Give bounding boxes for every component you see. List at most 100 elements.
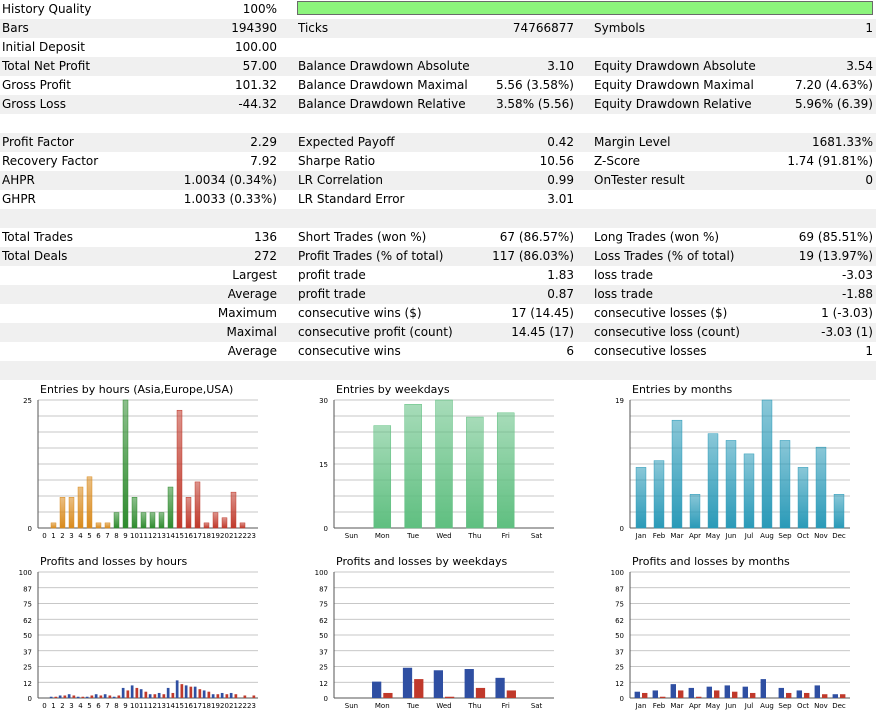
history-quality-value: 100% (242, 2, 277, 16)
stats-row: Profit Factor 2.29 Expected Payoff 0.42 Marg… (0, 133, 876, 152)
stats-row: Total Net Profit 57.00 Balance Drawdown Ab… (0, 57, 876, 76)
x-tick-label: Apr (689, 532, 701, 540)
stats-row: Average consecutive wins 6 consecutive loss… (0, 342, 876, 361)
stat-label: GHPR (2, 192, 36, 206)
stat-value (420, 114, 574, 133)
chart-title: Entries by hours (Asia,Europe,USA) (40, 383, 234, 396)
stat-value: 74766877 (512, 21, 574, 35)
x-tick-label: Mar (670, 702, 683, 710)
loss-bar (72, 695, 76, 698)
bar (212, 512, 219, 529)
y-tick-label: 12 (615, 680, 624, 688)
stat-label: Recovery Factor (2, 154, 99, 168)
x-tick-label: 9 (123, 532, 127, 540)
profit-bar (229, 692, 233, 698)
stat-value: 3.58% (5.56) (495, 97, 574, 111)
stat-label: Total Deals (2, 249, 68, 263)
x-tick-label: 6 (96, 702, 101, 710)
bar (435, 399, 453, 529)
loss-bar (225, 694, 229, 698)
stat-label: loss trade (594, 268, 653, 282)
x-tick-label: Jun (725, 532, 737, 540)
bar (140, 512, 147, 529)
stat-value: 1681.33% (811, 135, 873, 149)
stat-label: consecutive wins (298, 344, 401, 358)
stats-row: Maximal consecutive profit (count) 14.45 (… (0, 323, 876, 342)
stat-value: 57.00 (242, 59, 277, 73)
stats-row: Total Deals 272 Profit Trades (% of total)… (0, 247, 876, 266)
loss-bar (81, 696, 85, 698)
profit-bar (433, 670, 443, 698)
x-tick-label: 14 (166, 702, 175, 710)
stat-label: Profit Trades (% of total) (298, 249, 444, 263)
profit-bar (121, 687, 125, 698)
stats-row: Maximum consecutive wins ($) 17 (14.45) con… (0, 304, 876, 323)
x-tick-label: 17 (193, 702, 202, 710)
stat-value: 136 (254, 230, 277, 244)
stats-row (0, 209, 876, 228)
stat-label: Margin Level (594, 135, 671, 149)
loss-bar (714, 690, 720, 698)
stat-value: 1.0033 (0.33%) (183, 192, 277, 206)
y-tick-label: 87 (23, 585, 32, 593)
x-tick-label: 11 (139, 532, 148, 540)
stat-label: Equity Drawdown Maximal (594, 78, 754, 92)
stat-value: Maximal (226, 325, 277, 339)
bar (149, 512, 156, 529)
stat-value (420, 38, 574, 57)
x-tick-label: Jan (635, 532, 647, 540)
y-tick-label: 37 (319, 648, 328, 656)
x-tick-label: 21 (229, 532, 238, 540)
x-tick-label: Oct (797, 702, 809, 710)
chart-title: Entries by months (632, 383, 733, 396)
stat-value: 2.29 (250, 135, 277, 149)
x-tick-label: 23 (247, 702, 256, 710)
bar (95, 522, 102, 529)
x-tick-label: Mar (670, 532, 683, 540)
stat-label: Balance Drawdown Relative (298, 97, 466, 111)
stat-label: loss trade (594, 287, 653, 301)
chart-title: Profits and losses by hours (40, 555, 188, 568)
profit-bar (402, 667, 413, 698)
x-tick-label: 9 (123, 702, 127, 710)
bar (653, 460, 665, 529)
loss-bar (445, 696, 455, 698)
loss-bar (162, 694, 166, 698)
x-tick-label: 19 (211, 702, 220, 710)
bar (185, 497, 192, 529)
x-tick-label: 4 (78, 702, 83, 710)
x-tick-label: Tue (406, 532, 419, 540)
loss-bar (786, 692, 792, 698)
loss-bar (180, 684, 184, 698)
stat-value: 3.01 (547, 192, 574, 206)
x-tick-label: 21 (229, 702, 238, 710)
stat-value: 5.96% (6.39) (794, 97, 873, 111)
loss-bar (126, 690, 130, 698)
bar (104, 522, 111, 529)
x-tick-label: May (706, 532, 720, 540)
bar (743, 453, 755, 529)
x-tick-label: Sat (531, 532, 543, 540)
x-tick-label: 3 (69, 702, 73, 710)
stat-value: 1.74 (91.81%) (787, 154, 873, 168)
profit-bar (193, 686, 197, 698)
stats-row: Total Trades 136 Short Trades (won %) 67 (8… (0, 228, 876, 247)
x-tick-label: 16 (184, 702, 193, 710)
loss-bar (153, 694, 157, 698)
profit-bar (76, 696, 80, 698)
y-tick-label: 62 (615, 617, 624, 625)
stat-label: consecutive losses ($) (594, 306, 728, 320)
profit-bar (670, 684, 676, 698)
x-tick-label: Jul (744, 702, 754, 710)
x-tick-label: Nov (814, 702, 828, 710)
stats-row: GHPR 1.0033 (0.33%) LR Standard Error 3.01 (0, 190, 876, 209)
profit-bar (103, 694, 107, 698)
profit-bar (139, 689, 143, 698)
profit-bar (760, 679, 766, 698)
stats-row: Initial Deposit 100.00 (0, 38, 876, 57)
x-tick-label: 14 (166, 532, 175, 540)
stat-value: 67 (86.57%) (499, 230, 574, 244)
chart-svg: 0 15 30 Sun Mon Tue Wed Thu Fri Sat (319, 397, 554, 540)
profit-bar (85, 696, 89, 698)
